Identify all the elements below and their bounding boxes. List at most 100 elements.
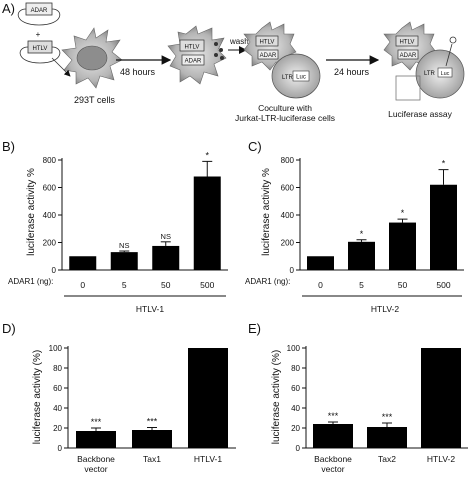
adar-plasmid-ring bbox=[17, 8, 61, 26]
chart-b-ylabel: luciferase activity % bbox=[26, 168, 37, 256]
significance-label: NS bbox=[161, 232, 171, 241]
x-tick-label: 50 bbox=[161, 280, 171, 290]
y-tick-label: 400 bbox=[43, 211, 57, 220]
x-tick-label: 5 bbox=[122, 280, 127, 290]
y-tick-label: 20 bbox=[53, 424, 62, 433]
virus-particles bbox=[214, 42, 224, 60]
bar bbox=[421, 348, 461, 448]
wash-label: wash bbox=[229, 37, 249, 46]
x-tick-label: vector bbox=[84, 464, 107, 474]
x-tick-label: 0 bbox=[80, 280, 85, 290]
y-tick-label: 100 bbox=[49, 344, 63, 353]
cell-htlv-label: HTLV bbox=[185, 45, 200, 51]
significance-label: *** bbox=[91, 417, 102, 427]
bar bbox=[367, 427, 407, 448]
y-tick-label: 80 bbox=[291, 364, 300, 373]
bar bbox=[389, 222, 416, 270]
significance-label: * bbox=[360, 229, 364, 239]
significance-label: *** bbox=[147, 417, 158, 427]
tax-arrow bbox=[445, 43, 453, 67]
coculture-htlv-box bbox=[255, 35, 279, 47]
bar bbox=[152, 245, 180, 270]
chart-b-xprefix: ADAR1 (ng): bbox=[8, 277, 53, 286]
assay-luc-box bbox=[437, 67, 453, 78]
x-tick-label: Backbone bbox=[314, 454, 352, 464]
y-tick-label: 600 bbox=[43, 184, 57, 193]
highlight-box bbox=[395, 75, 421, 101]
significance-label: * bbox=[401, 208, 405, 218]
coculture-line-2: Jurkat-LTR-luciferase cells bbox=[235, 113, 335, 123]
bar bbox=[193, 176, 221, 270]
jurkat-luc-box bbox=[292, 70, 310, 82]
significance-label: * bbox=[442, 159, 446, 169]
jurkat-luc-label: Luc bbox=[296, 75, 306, 81]
y-tick-label: 400 bbox=[281, 211, 295, 220]
bar bbox=[430, 184, 457, 270]
y-tick-label: 40 bbox=[53, 404, 62, 413]
step-24h-label: 24 hours bbox=[334, 67, 370, 77]
y-tick-label: 800 bbox=[43, 156, 57, 165]
x-tick-label: HTLV-2 bbox=[427, 454, 455, 464]
y-tick-label: 800 bbox=[281, 156, 295, 165]
cell-adar-box bbox=[181, 54, 205, 66]
panel-a-letter: A) bbox=[2, 1, 15, 16]
y-tick-label: 80 bbox=[53, 364, 62, 373]
adar-plasmid-label: ADAR bbox=[31, 8, 48, 14]
bar bbox=[188, 348, 228, 448]
coculture-line-1: Coculture with bbox=[258, 103, 312, 113]
bar bbox=[132, 430, 172, 448]
chart-c-panel-letter: C) bbox=[248, 139, 262, 154]
x-tick-label: 0 bbox=[318, 280, 323, 290]
chart-d: D) luciferase activity (%) 0 20 40 60 80 100 *… bbox=[2, 321, 236, 474]
chart-b: B) luciferase activity % ADAR1 (ng): HTL… bbox=[2, 139, 228, 314]
y-tick-label: 100 bbox=[287, 344, 301, 353]
x-tick-label: Backbone bbox=[77, 454, 115, 464]
x-tick-label: 50 bbox=[398, 280, 408, 290]
chart-b-group-label: HTLV-1 bbox=[136, 304, 164, 314]
bar bbox=[307, 256, 334, 270]
assay-label: Luciferase assay bbox=[388, 109, 453, 119]
x-tick-label: Tax1 bbox=[143, 454, 161, 464]
chart-e-ylabel: luciferase activity (%) bbox=[271, 350, 282, 444]
x-tick-label: HTLV-1 bbox=[194, 454, 222, 464]
significance-label: * bbox=[205, 150, 209, 160]
assay-ltr-label: LTR bbox=[424, 71, 436, 77]
chart-c-xprefix: ADAR1 (ng): bbox=[245, 277, 290, 286]
y-tick-label: 0 bbox=[290, 266, 295, 275]
bar bbox=[110, 252, 138, 270]
assay-htlv-box bbox=[395, 35, 419, 47]
chart-c-ylabel: luciferase activity % bbox=[261, 168, 272, 256]
y-tick-label: 60 bbox=[291, 384, 300, 393]
chart-c-group-label: HTLV-2 bbox=[371, 304, 399, 314]
y-tick-label: 200 bbox=[281, 239, 295, 248]
jurkat-ltr-label: LTR bbox=[282, 75, 294, 81]
y-tick-label: 200 bbox=[43, 239, 57, 248]
transfection-arrow bbox=[51, 57, 71, 77]
chart-e: E) luciferase activity (%) 0 20 40 60 80 100 *… bbox=[248, 321, 468, 474]
chart-d-ylabel: luciferase activity (%) bbox=[32, 350, 43, 444]
bar bbox=[348, 241, 375, 270]
chart-b-panel-letter: B) bbox=[2, 139, 15, 154]
chart-c: C) luciferase activity % ADAR1 (ng): HTL… bbox=[245, 139, 464, 314]
chart-e-panel-letter: E) bbox=[248, 321, 261, 336]
assay-luc-label: Luc bbox=[441, 71, 450, 77]
cell-htlv-box bbox=[179, 39, 205, 52]
x-tick-label: vector bbox=[321, 464, 344, 474]
bar bbox=[76, 431, 116, 448]
significance-label: *** bbox=[382, 412, 393, 422]
bar bbox=[69, 256, 97, 270]
significance-label: *** bbox=[328, 411, 339, 421]
coculture-adar-box bbox=[257, 49, 279, 60]
cell-nucleus bbox=[76, 45, 108, 71]
coculture-adar-label: ADAR bbox=[260, 53, 277, 59]
x-tick-label: 500 bbox=[436, 280, 450, 290]
assay-adar-label: ADAR bbox=[400, 53, 417, 59]
y-tick-label: 0 bbox=[52, 266, 57, 275]
y-tick-label: 60 bbox=[53, 384, 62, 393]
panel-a-schematic: A) ADAR + HTLV 293T cells 48 hours HTLV … bbox=[2, 1, 465, 123]
cell-293t-label: 293T cells bbox=[74, 95, 115, 105]
y-tick-label: 40 bbox=[291, 404, 300, 413]
x-tick-label: Tax2 bbox=[378, 454, 396, 464]
bar bbox=[313, 424, 353, 448]
